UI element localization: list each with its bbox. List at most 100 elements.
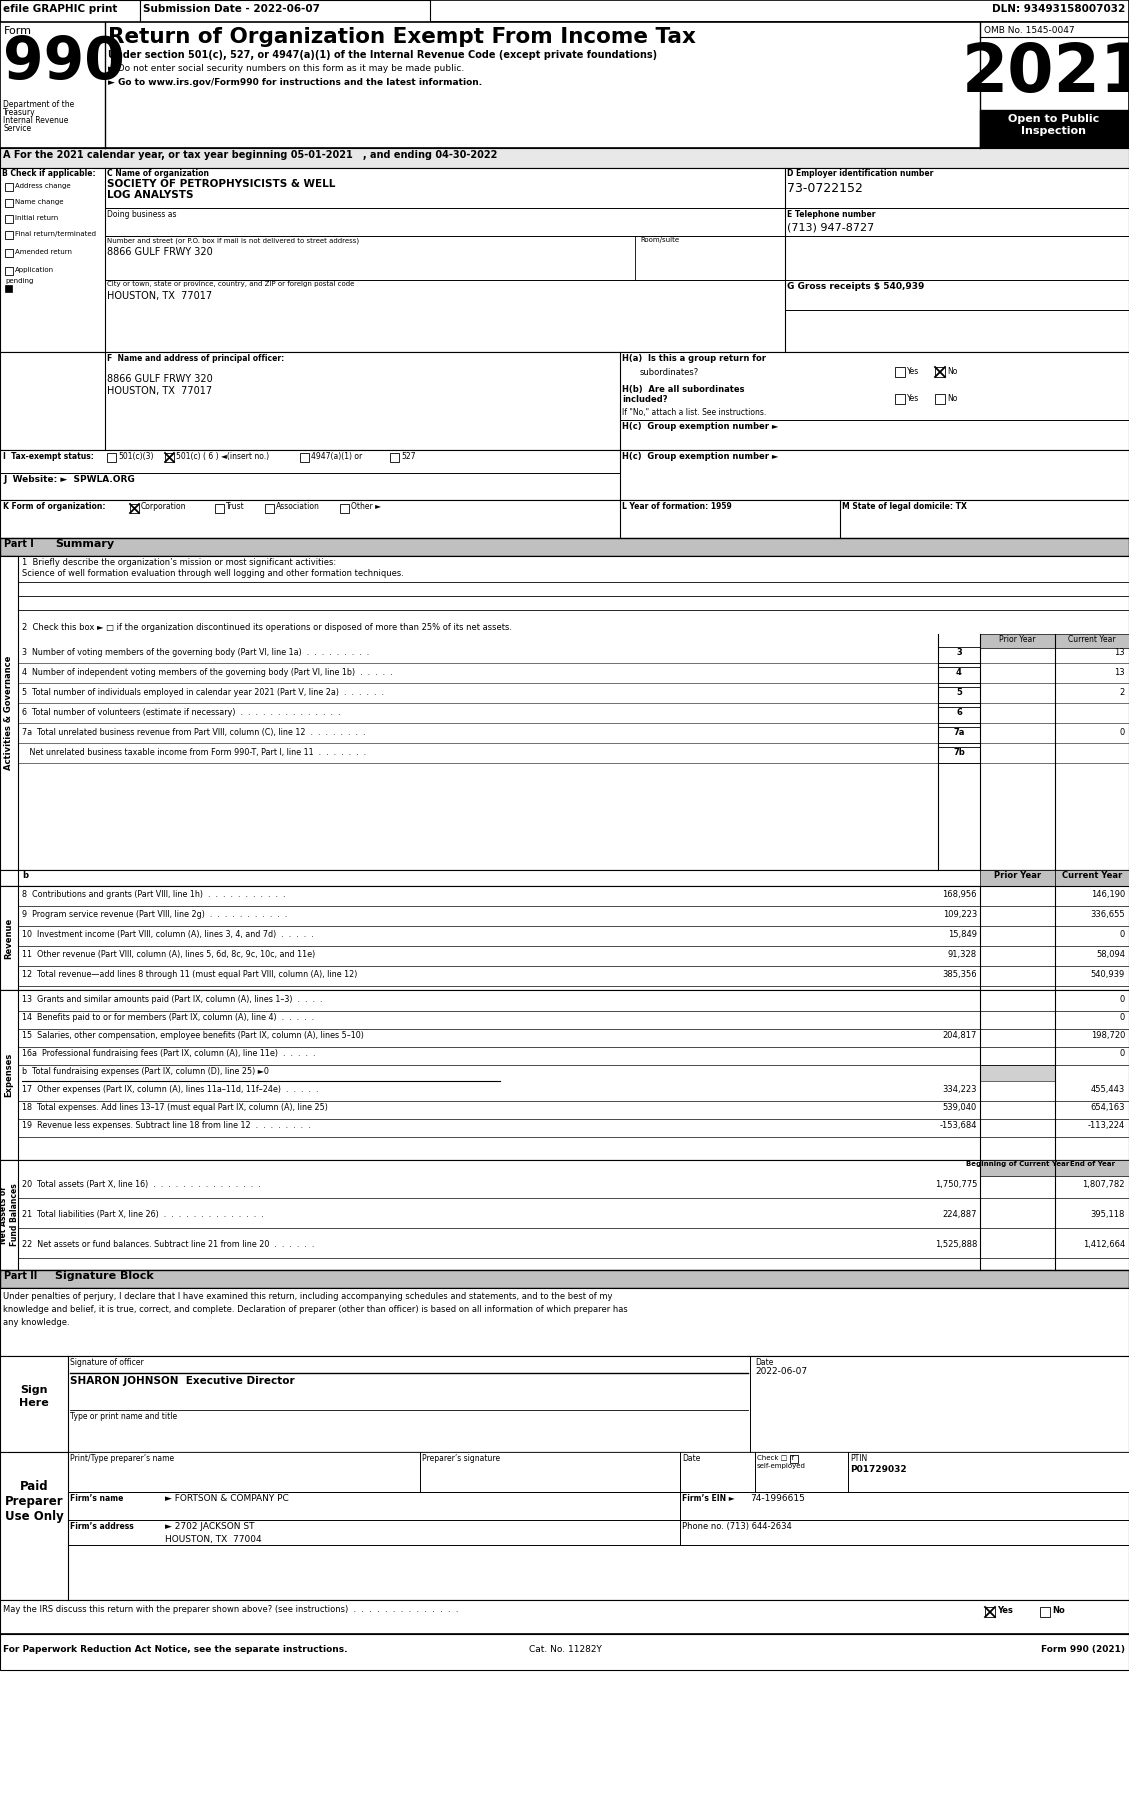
Text: Cat. No. 11282Y: Cat. No. 11282Y xyxy=(528,1645,602,1654)
Text: H(b)  Are all subordinates: H(b) Are all subordinates xyxy=(622,385,744,394)
Bar xyxy=(938,668,980,684)
Text: 6: 6 xyxy=(956,707,962,717)
Bar xyxy=(265,504,274,513)
Text: HOUSTON, TX  77017: HOUSTON, TX 77017 xyxy=(107,290,212,301)
Bar xyxy=(0,1159,1129,1270)
Text: Type or print name and title: Type or print name and title xyxy=(70,1411,177,1420)
Text: 4947(a)(1) or: 4947(a)(1) or xyxy=(310,452,362,461)
Text: knowledge and belief, it is true, correct, and complete. Declaration of preparer: knowledge and belief, it is true, correc… xyxy=(3,1304,628,1313)
Text: 6  Total number of volunteers (estimate if necessary)  .  .  .  .  .  .  .  .  .: 6 Total number of volunteers (estimate i… xyxy=(21,707,341,717)
Bar xyxy=(0,871,1129,885)
Text: Under penalties of perjury, I declare that I have examined this return, includin: Under penalties of perjury, I declare th… xyxy=(3,1292,613,1301)
Text: ► Go to www.irs.gov/Form990 for instructions and the latest information.: ► Go to www.irs.gov/Form990 for instruct… xyxy=(108,78,482,87)
Text: 15  Salaries, other compensation, employee benefits (Part IX, column (A), lines : 15 Salaries, other compensation, employe… xyxy=(21,1030,364,1039)
Text: Use Only: Use Only xyxy=(5,1509,63,1524)
Bar xyxy=(0,501,1129,539)
Bar xyxy=(0,885,1129,990)
Bar xyxy=(300,454,309,463)
Text: 10  Investment income (Part VIII, column (A), lines 3, 4, and 7d)  .  .  .  .  .: 10 Investment income (Part VIII, column … xyxy=(21,931,314,940)
Bar xyxy=(0,1159,18,1270)
Text: PTIN: PTIN xyxy=(850,1455,867,1464)
Text: Prior Year: Prior Year xyxy=(994,871,1041,880)
Text: 73-0722152: 73-0722152 xyxy=(787,181,863,194)
Text: Date: Date xyxy=(682,1455,700,1464)
Text: Current Year: Current Year xyxy=(1062,871,1122,880)
Text: Under section 501(c), 527, or 4947(a)(1) of the Internal Revenue Code (except pr: Under section 501(c), 527, or 4947(a)(1)… xyxy=(108,51,657,60)
Text: B Check if applicable:: B Check if applicable: xyxy=(2,169,96,178)
Text: 990: 990 xyxy=(3,34,124,91)
Text: 13: 13 xyxy=(1114,668,1124,677)
Text: G Gross receipts $ 540,939: G Gross receipts $ 540,939 xyxy=(787,281,925,290)
Text: LOG ANALYSTS: LOG ANALYSTS xyxy=(107,190,193,200)
Text: Part II: Part II xyxy=(5,1272,37,1281)
Text: Room/suite: Room/suite xyxy=(640,238,680,243)
Text: No: No xyxy=(947,394,957,403)
Text: 2021: 2021 xyxy=(961,40,1129,105)
Text: Association: Association xyxy=(275,502,320,512)
Text: included?: included? xyxy=(622,395,667,405)
Text: City or town, state or province, country, and ZIP or foreign postal code: City or town, state or province, country… xyxy=(107,281,355,287)
Bar xyxy=(0,22,1129,149)
Bar xyxy=(5,249,14,258)
Text: K Form of organization:: K Form of organization: xyxy=(3,502,105,512)
Text: Form 990 (2021): Form 990 (2021) xyxy=(1041,1645,1124,1654)
Bar xyxy=(5,216,14,223)
Text: 385,356: 385,356 xyxy=(943,970,977,980)
Text: 58,094: 58,094 xyxy=(1096,951,1124,960)
Text: 2022-06-07: 2022-06-07 xyxy=(755,1368,807,1377)
Bar xyxy=(790,1455,798,1464)
Text: Part I: Part I xyxy=(5,539,34,550)
Text: 455,443: 455,443 xyxy=(1091,1085,1124,1094)
Bar xyxy=(0,0,1129,22)
Text: Service: Service xyxy=(3,123,32,132)
Text: 13  Grants and similar amounts paid (Part IX, column (A), lines 1–3)  .  .  .  .: 13 Grants and similar amounts paid (Part… xyxy=(21,996,323,1003)
Bar xyxy=(938,688,980,704)
Text: Signature Block: Signature Block xyxy=(55,1272,154,1281)
Text: 0: 0 xyxy=(1120,931,1124,940)
Text: Application: Application xyxy=(15,267,54,272)
Text: 0: 0 xyxy=(1120,1012,1124,1021)
Text: 8866 GULF FRWY 320: 8866 GULF FRWY 320 xyxy=(107,247,212,258)
Bar xyxy=(0,557,1129,871)
Text: Firm’s EIN ►: Firm’s EIN ► xyxy=(682,1495,735,1504)
Text: 5: 5 xyxy=(956,688,962,697)
Text: 146,190: 146,190 xyxy=(1091,891,1124,900)
Text: 7a: 7a xyxy=(953,727,964,736)
Text: P01729032: P01729032 xyxy=(850,1466,907,1475)
Text: 18  Total expenses. Add lines 13–17 (must equal Part IX, column (A), line 25): 18 Total expenses. Add lines 13–17 (must… xyxy=(21,1103,327,1112)
Text: 0: 0 xyxy=(1120,1048,1124,1058)
Text: 1,525,888: 1,525,888 xyxy=(935,1241,977,1250)
Bar xyxy=(0,1600,1129,1634)
Text: Firm’s name: Firm’s name xyxy=(70,1495,123,1504)
Text: 91,328: 91,328 xyxy=(948,951,977,960)
Text: Final return/terminated: Final return/terminated xyxy=(15,230,96,238)
Bar xyxy=(935,366,945,377)
Text: 17  Other expenses (Part IX, column (A), lines 11a–11d, 11f–24e)  .  .  .  .  .: 17 Other expenses (Part IX, column (A), … xyxy=(21,1085,318,1094)
Text: 654,163: 654,163 xyxy=(1091,1103,1124,1112)
Text: 336,655: 336,655 xyxy=(1091,911,1124,920)
Text: 527: 527 xyxy=(401,452,415,461)
Bar xyxy=(938,707,980,724)
Text: May the IRS discuss this return with the preparer shown above? (see instructions: May the IRS discuss this return with the… xyxy=(3,1605,458,1614)
Text: Number and street (or P.O. box if mail is not delivered to street address): Number and street (or P.O. box if mail i… xyxy=(107,238,359,243)
Bar xyxy=(215,504,224,513)
Text: Revenue: Revenue xyxy=(5,918,14,958)
Bar xyxy=(938,727,980,744)
Text: ► 2702 JACKSON ST: ► 2702 JACKSON ST xyxy=(165,1522,254,1531)
Text: ► Do not enter social security numbers on this form as it may be made public.: ► Do not enter social security numbers o… xyxy=(108,63,464,73)
Text: Here: Here xyxy=(19,1399,49,1408)
Text: 168,956: 168,956 xyxy=(943,891,977,900)
Text: Department of the: Department of the xyxy=(3,100,75,109)
Text: 5  Total number of individuals employed in calendar year 2021 (Part V, line 2a) : 5 Total number of individuals employed i… xyxy=(21,688,384,697)
Bar xyxy=(938,648,980,662)
Text: Open to Public
Inspection: Open to Public Inspection xyxy=(1008,114,1100,136)
Text: pending: pending xyxy=(5,278,34,285)
Text: Sign: Sign xyxy=(20,1386,47,1395)
Text: 4  Number of independent voting members of the governing body (Part VI, line 1b): 4 Number of independent voting members o… xyxy=(21,668,393,677)
Bar xyxy=(0,1451,1129,1600)
Bar xyxy=(5,200,14,207)
Bar xyxy=(980,111,1129,149)
Text: Trust: Trust xyxy=(226,502,245,512)
Bar xyxy=(68,1451,1129,1491)
Text: 21  Total liabilities (Part X, line 26)  .  .  .  .  .  .  .  .  .  .  .  .  .  : 21 Total liabilities (Part X, line 26) .… xyxy=(21,1210,264,1219)
